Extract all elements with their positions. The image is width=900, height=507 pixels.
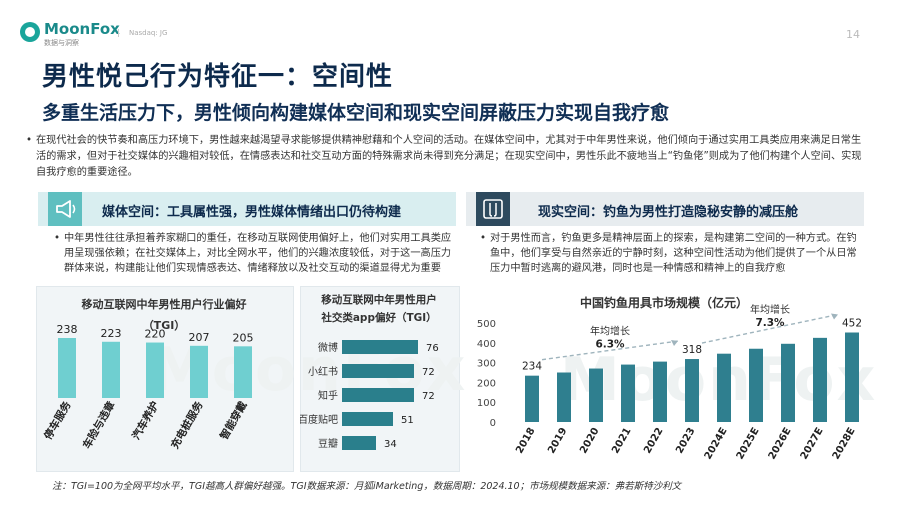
chart1-value-label: 205 — [233, 331, 254, 344]
chart3-bar — [557, 372, 571, 422]
chart3-x-label: 2028E — [831, 426, 858, 462]
chart3-bar — [749, 348, 763, 422]
chart2-bar — [342, 364, 414, 378]
chart3-value-label: 452 — [842, 318, 862, 330]
chart2-category-label: 微博 — [318, 341, 338, 354]
chart3-growth-value: 6.3% — [595, 338, 625, 350]
chart1-category-label: 车险与违章 — [80, 399, 118, 451]
chart3-arrow-head — [831, 313, 838, 320]
chart3-x-label: 2027E — [799, 426, 826, 462]
chart3-x-label: 2026E — [767, 426, 794, 462]
chart3-y-tick: 500 — [477, 319, 496, 330]
chart3-arrow-head — [671, 340, 678, 347]
chart2-category-label: 豆瓣 — [318, 438, 338, 450]
chart3-y-tick: 400 — [477, 339, 496, 350]
chart3-x-label: 2021 — [610, 426, 633, 456]
chart1-value-label: 207 — [189, 331, 210, 344]
chart3-bar — [813, 337, 827, 422]
chart1-bar — [58, 338, 76, 398]
chart1-value-label: 223 — [101, 327, 122, 340]
chart3-growth-arrow — [701, 313, 839, 344]
chart1-bar — [146, 342, 164, 398]
chart3-y-tick: 0 — [490, 418, 496, 429]
chart3-bar — [621, 364, 635, 422]
brand-name: MoonFox — [44, 20, 120, 38]
chart3-bar — [781, 343, 795, 422]
chart3-growth-label: 年均增长 — [750, 303, 790, 316]
chart2-bar — [342, 412, 393, 426]
chart2-value-label: 76 — [426, 343, 439, 354]
chart3-y-tick: 200 — [477, 378, 496, 389]
right-banner-title: 现实空间：钓鱼为男性打造隐秘安静的减压舱 — [538, 205, 799, 220]
chart1-category-label: 充电桩服务 — [168, 399, 206, 451]
fishing-market-chart: 0 100 200 300 400 500 2018 234 2019 2020 2021 2022 2… — [477, 303, 862, 462]
chart1-subtitle: （TGI） — [142, 319, 186, 332]
chart1-bar — [234, 346, 252, 398]
page-title: 男性悦己行为特征一：空间性 — [42, 62, 394, 92]
chart2-category-label: 知乎 — [318, 389, 338, 402]
brand-tagline: 数据与洞察 — [44, 39, 79, 47]
right-banner — [466, 192, 864, 226]
social-app-panel — [300, 286, 460, 472]
fishing-spot-icon — [476, 192, 510, 226]
chart3-bar — [589, 368, 603, 422]
chart3-x-label: 2020 — [578, 426, 601, 456]
chart2-category-label: 小红书 — [308, 365, 338, 378]
chart3-x-label: 2018 — [514, 426, 537, 456]
chart3-title: 中国钓鱼用具市场规模（亿元） — [579, 296, 748, 310]
chart1-category-label: 停车服务 — [41, 399, 74, 442]
chart3-bar — [653, 361, 667, 422]
chart3-value-label: 318 — [682, 344, 702, 356]
brand-partner: Nasdaq: JG — [118, 29, 167, 37]
chart3-growth-arrow — [541, 340, 679, 361]
chart2-bar — [342, 388, 414, 402]
chart2-value-label: 51 — [401, 415, 414, 426]
chart2-value-label: 72 — [422, 367, 435, 378]
chart3-bar — [717, 353, 731, 422]
chart3-value-label: 234 — [522, 361, 542, 373]
chart3-x-label: 2024E — [703, 426, 730, 462]
chart3-y-tick: 100 — [477, 398, 496, 409]
chart2-bar — [342, 340, 418, 354]
source-note: 注：TGI=100为全网平均水平，TGI越高人群偏好越强。TGI数据来源：月狐i… — [52, 481, 682, 492]
chart3-growth-label: 年均增长 — [590, 324, 630, 337]
intro-paragraph: 在现代社会的快节奏和高压力环境下，男性越来越渴望寻求能够提供精神慰藉和个人空间的… — [26, 133, 862, 181]
chart3-bar — [685, 359, 699, 422]
right-paragraph: 对于男性而言，钓鱼更多是精神层面上的探索，是构建第二空间的一种方式。在钓鱼中，他… — [480, 231, 860, 276]
page-number: 14 — [846, 28, 860, 41]
page-subtitle: 多重生活压力下，男性倾向构建媒体空间和现实空间屏蔽压力实现自我疗愈 — [42, 102, 670, 124]
chart3-growth-value: 7.3% — [755, 317, 785, 329]
social-app-chart: 微博 76 小红书 72 知乎 72 百度贴吧 51 豆瓣 34 — [300, 340, 439, 450]
chart2-bar — [342, 436, 376, 450]
left-banner-title: 媒体空间：工具属性强，男性媒体情绪出口仍待构建 — [102, 205, 402, 220]
chart1-value-label: 238 — [57, 323, 78, 336]
chart3-bar — [525, 375, 539, 422]
industry-preference-chart: 238 停车服务 223 车险与违章 220 汽车养护 207 充电桩服务 205 智能穿戴 — [41, 323, 254, 451]
chart2-value-label: 72 — [422, 391, 435, 402]
left-paragraph: 中年男性往往承担着养家糊口的重任，在移动互联网使用偏好上，他们对实用工具类应用呈… — [54, 231, 452, 276]
chart3-x-label: 2019 — [546, 426, 569, 456]
left-banner — [38, 192, 456, 226]
chart2-value-label: 34 — [384, 439, 397, 450]
chart2-subtitle: 社交类app偏好（TGI） — [321, 312, 437, 324]
chart1-title: 移动互联网中年男性用户行业偏好 — [81, 298, 247, 311]
chart3-x-label: 2022 — [642, 426, 665, 456]
chart3-bar — [845, 332, 859, 422]
chart3-x-label: 2025E — [735, 426, 762, 462]
brand-logo-icon — [20, 22, 40, 42]
chart1-category-label: 汽车养护 — [129, 399, 161, 442]
chart1-category-label: 智能穿戴 — [217, 399, 250, 443]
chart2-category-label: 百度贴吧 — [300, 413, 338, 426]
chart3-x-label: 2023 — [674, 426, 697, 456]
megaphone-icon — [48, 192, 82, 226]
chart1-value-label: 220 — [145, 328, 166, 341]
chart1-bar — [102, 341, 120, 398]
chart1-bar — [190, 345, 208, 398]
chart2-title: 移动互联网中年男性用户 — [321, 294, 437, 306]
chart3-y-tick: 300 — [477, 359, 496, 370]
